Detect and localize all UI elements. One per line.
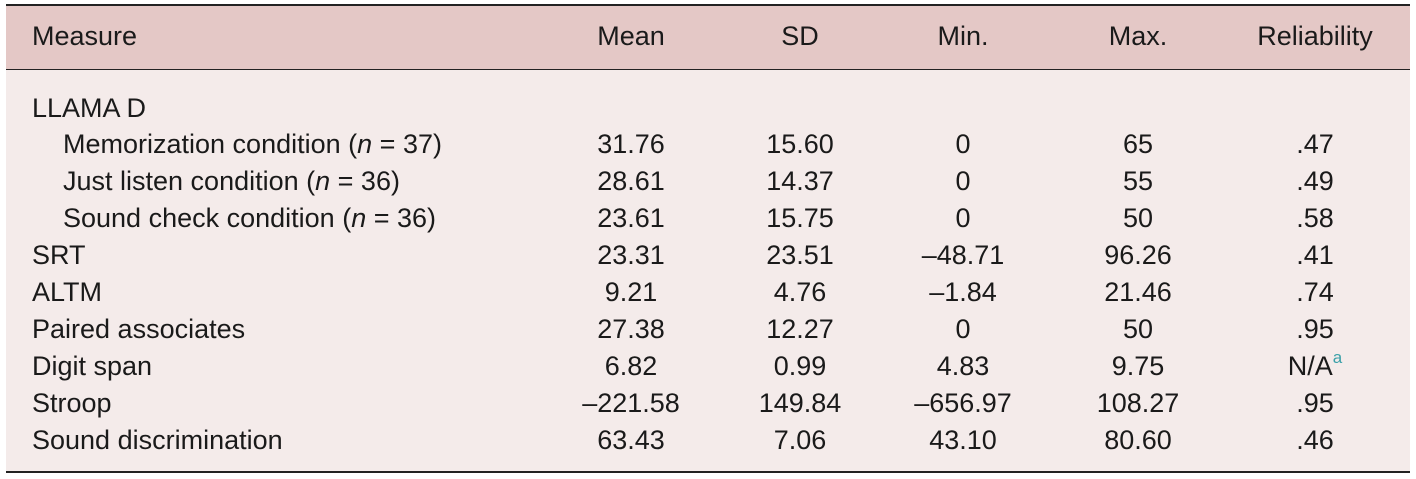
group-label: LLAMA D	[32, 93, 147, 123]
cell-min: 0	[955, 166, 971, 196]
cell-reliability: .46	[1296, 425, 1334, 455]
cell-max: 65	[1122, 129, 1154, 159]
cell-mean: –221.58	[582, 388, 680, 418]
cell-reliability: .95	[1296, 314, 1334, 344]
cell-sd: 4.76	[773, 277, 827, 307]
cell-min: 0	[955, 129, 971, 159]
row-label: Sound discrimination	[32, 425, 283, 455]
cell-mean: 31.76	[597, 129, 665, 159]
table-header: Measure Mean SD Min. Max. Reliability	[6, 6, 1410, 70]
cell-reliability: .49	[1296, 166, 1334, 196]
table-row: Just listen condition (n = 36) 28.61 14.…	[6, 163, 1410, 200]
table-row: ALTM 9.21 4.76 –1.84 21.46 .74	[6, 274, 1410, 311]
cell-sd: 15.75	[766, 203, 834, 233]
row-label: ALTM	[32, 277, 103, 307]
table-row: SRT 23.31 23.51 –48.71 96.26 .41	[6, 237, 1410, 274]
row-label: Just listen condition (n = 36)	[63, 166, 400, 196]
cell-mean: 6.82	[604, 351, 658, 381]
cell-mean: 28.61	[597, 166, 665, 196]
row-label: SRT	[32, 240, 86, 270]
cell-max: 55	[1122, 166, 1154, 196]
descriptive-statistics-table: Measure Mean SD Min. Max. Reliability LL…	[6, 4, 1410, 473]
cell-sd: 7.06	[773, 425, 827, 455]
table-row: Sound discrimination 63.43 7.06 43.10 80…	[6, 422, 1410, 459]
row-label: Stroop	[32, 388, 112, 418]
table-row: Paired associates 27.38 12.27 0 50 .95	[6, 311, 1410, 348]
cell-mean: 23.61	[597, 203, 665, 233]
cell-min: –1.84	[929, 277, 997, 307]
header-mean: Mean	[597, 21, 665, 51]
cell-reliability: N/Aa	[1287, 348, 1343, 381]
footnote-marker[interactable]: a	[1332, 348, 1343, 367]
cell-min: 0	[955, 203, 971, 233]
cell-reliability: .74	[1296, 277, 1334, 307]
cell-reliability: .47	[1296, 129, 1334, 159]
row-label: Paired associates	[32, 314, 246, 344]
cell-sd: 0.99	[773, 351, 827, 381]
cell-sd: 12.27	[766, 314, 834, 344]
cell-min: –48.71	[921, 240, 1005, 270]
cell-min: 43.10	[929, 425, 997, 455]
cell-sd: 14.37	[766, 166, 834, 196]
cell-sd: 149.84	[758, 388, 842, 418]
cell-max: 96.26	[1104, 240, 1172, 270]
cell-min: 0	[955, 314, 971, 344]
cell-max: 108.27	[1096, 388, 1180, 418]
cell-max: 50	[1122, 314, 1154, 344]
header-max: Max.	[1108, 21, 1168, 51]
cell-max: 80.60	[1104, 425, 1172, 455]
header-sd: SD	[781, 21, 819, 51]
cell-reliability: .41	[1296, 240, 1334, 270]
header-reliability: Reliability	[1257, 21, 1373, 51]
cell-mean: 63.43	[597, 425, 665, 455]
group-row-llama-d: LLAMA D	[6, 90, 1410, 127]
row-label: Memorization condition (n = 37)	[63, 129, 442, 159]
cell-max: 9.75	[1111, 351, 1165, 381]
cell-sd: 23.51	[766, 240, 834, 270]
cell-max: 50	[1122, 203, 1154, 233]
header-min: Min.	[937, 21, 989, 51]
cell-mean: 27.38	[597, 314, 665, 344]
cell-mean: 23.31	[597, 240, 665, 270]
table-row: Sound check condition (n = 36) 23.61 15.…	[6, 200, 1410, 237]
cell-max: 21.46	[1104, 277, 1172, 307]
cell-mean: 9.21	[604, 277, 658, 307]
cell-min: 4.83	[936, 351, 990, 381]
cell-reliability: .95	[1296, 388, 1334, 418]
row-label: Digit span	[32, 351, 153, 381]
header-measure: Measure	[32, 21, 138, 51]
cell-reliability: .58	[1296, 203, 1334, 233]
cell-min: –656.97	[914, 388, 1012, 418]
table-row: Digit span 6.82 0.99 4.83 9.75 N/Aa	[6, 348, 1410, 385]
row-label: Sound check condition (n = 36)	[63, 203, 437, 233]
cell-sd: 15.60	[766, 129, 834, 159]
table-row: Stroop –221.58 149.84 –656.97 108.27 .95	[6, 385, 1410, 422]
table-row: Memorization condition (n = 37) 31.76 15…	[6, 126, 1410, 163]
